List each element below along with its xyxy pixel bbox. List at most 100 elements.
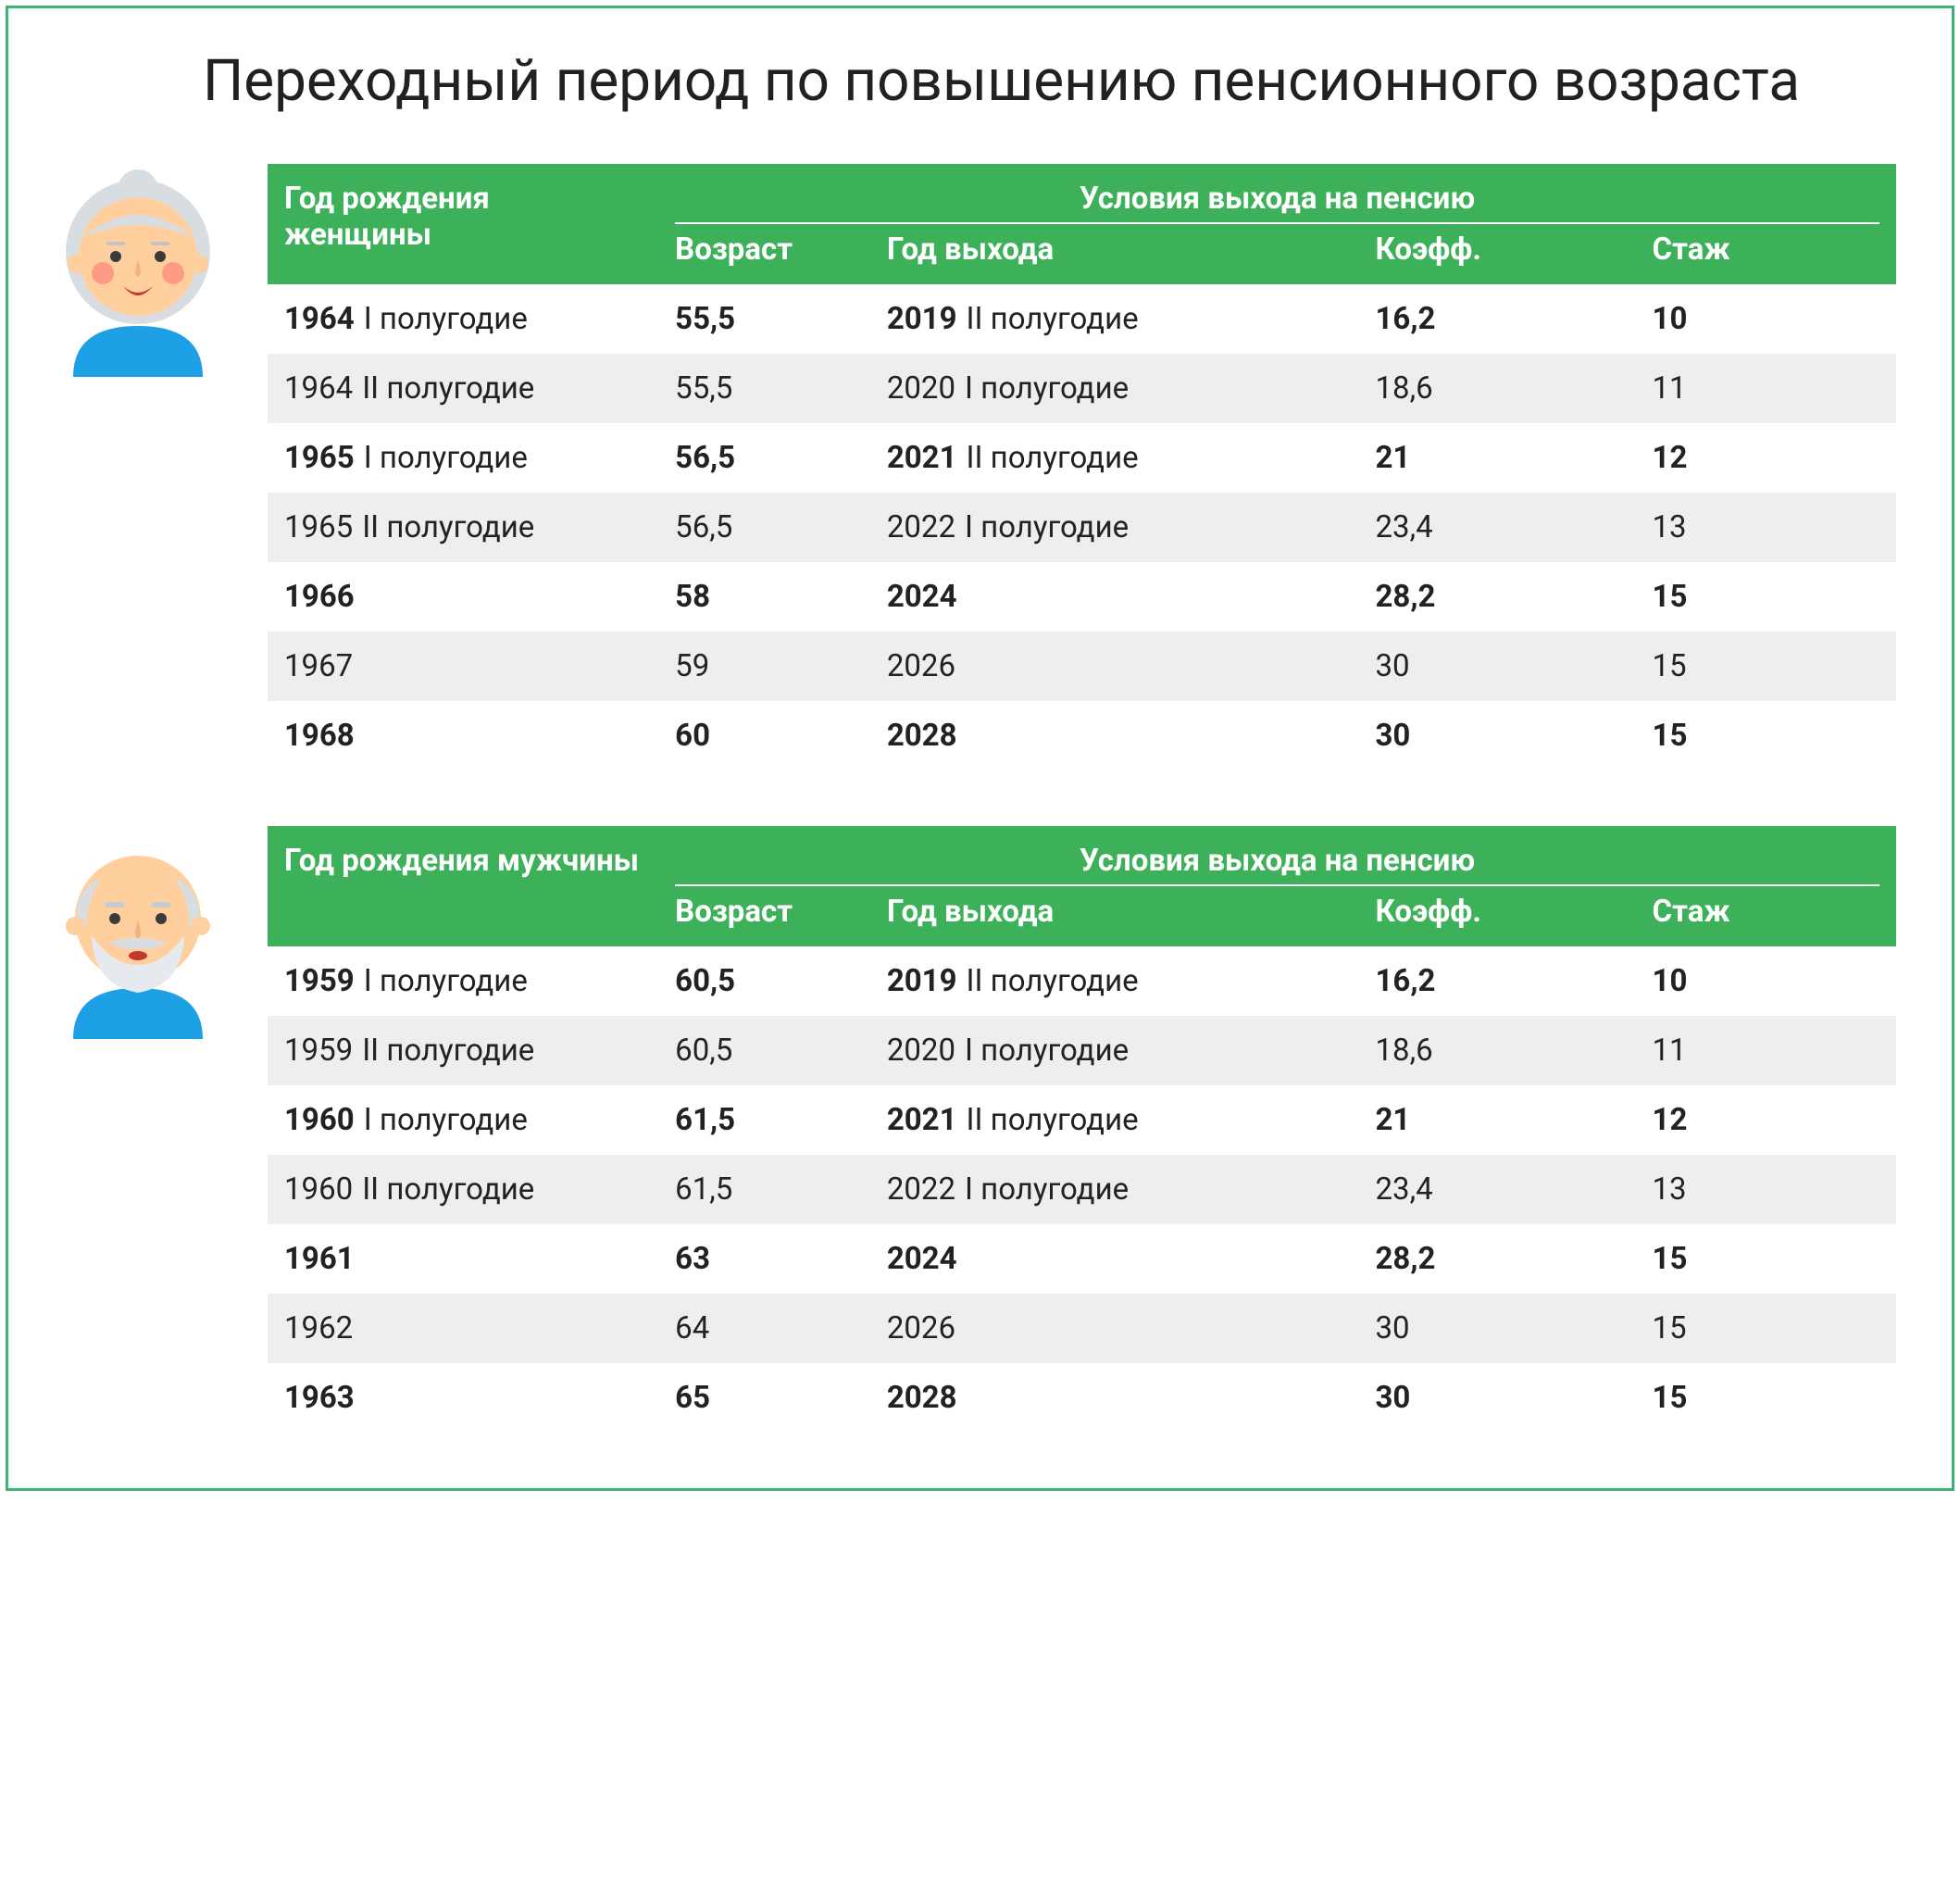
col-age: Возраст — [658, 888, 870, 946]
cell-stage: 13 — [1636, 1155, 1896, 1224]
cell-exit-year: 2019II полугодие — [870, 284, 1359, 354]
men-table: Год рождения мужчины Условия выхода на п… — [268, 826, 1896, 1433]
cell-birth-year: 1968 — [268, 701, 658, 770]
grandpa-icon — [45, 826, 231, 1039]
col-exit-year: Год выхода — [870, 226, 1359, 284]
cell-birth-year: 1960II полугодие — [268, 1155, 658, 1224]
cell-coef: 28,2 — [1359, 1224, 1636, 1294]
cell-exit-year: 2020I полугодие — [870, 1016, 1359, 1085]
cell-exit-year: 2028 — [870, 701, 1359, 770]
col-birth-year: Год рождения мужчины — [268, 826, 658, 946]
col-coef: Коэфф. — [1359, 888, 1636, 946]
cell-coef: 16,2 — [1359, 946, 1636, 1016]
cell-stage: 15 — [1636, 1363, 1896, 1433]
cell-stage: 15 — [1636, 1294, 1896, 1363]
table-row: 19675920263015 — [268, 632, 1896, 701]
cell-coef: 30 — [1359, 632, 1636, 701]
table-row: 196658202428,215 — [268, 562, 1896, 632]
cell-birth-year: 1964I полугодие — [268, 284, 658, 354]
table-row: 19626420263015 — [268, 1294, 1896, 1363]
col-stage: Стаж — [1636, 888, 1896, 946]
cell-stage: 10 — [1636, 284, 1896, 354]
cell-stage: 11 — [1636, 1016, 1896, 1085]
page-title: Переходный период по повышению пенсионно… — [203, 45, 1896, 118]
cell-exit-year: 2028 — [870, 1363, 1359, 1433]
col-conditions: Условия выхода на пенсию — [658, 826, 1896, 888]
cell-exit-year: 2019II полугодие — [870, 946, 1359, 1016]
table-row: 19636520283015 — [268, 1363, 1896, 1433]
cell-coef: 18,6 — [1359, 354, 1636, 423]
cell-age: 58 — [658, 562, 870, 632]
cell-stage: 15 — [1636, 562, 1896, 632]
cell-birth-year: 1962 — [268, 1294, 658, 1363]
cell-age: 63 — [658, 1224, 870, 1294]
cell-age: 55,5 — [658, 284, 870, 354]
table-row: 1965II полугодие56,52022I полугодие23,41… — [268, 493, 1896, 562]
cell-age: 65 — [658, 1363, 870, 1433]
cell-exit-year: 2021II полугодие — [870, 1085, 1359, 1155]
cell-birth-year: 1960I полугодие — [268, 1085, 658, 1155]
cell-age: 56,5 — [658, 493, 870, 562]
table-row: 1959II полугодие60,52020I полугодие18,61… — [268, 1016, 1896, 1085]
cell-coef: 16,2 — [1359, 284, 1636, 354]
cell-coef: 30 — [1359, 701, 1636, 770]
table-row: 1960I полугодие61,52021II полугодие2112 — [268, 1085, 1896, 1155]
cell-coef: 21 — [1359, 1085, 1636, 1155]
cell-exit-year: 2020I полугодие — [870, 354, 1359, 423]
women-table: Год рождения женщины Условия выхода на п… — [268, 164, 1896, 770]
cell-birth-year: 1966 — [268, 562, 658, 632]
col-exit-year: Год выхода — [870, 888, 1359, 946]
table-row: 1965I полугодие56,52021II полугодие2112 — [268, 423, 1896, 493]
cell-age: 61,5 — [658, 1155, 870, 1224]
cell-birth-year: 1961 — [268, 1224, 658, 1294]
table-row: 1964II полугодие55,52020I полугодие18,61… — [268, 354, 1896, 423]
cell-stage: 13 — [1636, 493, 1896, 562]
avatar-column — [45, 826, 231, 1043]
cell-age: 56,5 — [658, 423, 870, 493]
cell-stage: 15 — [1636, 1224, 1896, 1294]
cell-age: 60 — [658, 701, 870, 770]
cell-coef: 21 — [1359, 423, 1636, 493]
cell-age: 55,5 — [658, 354, 870, 423]
cell-age: 60,5 — [658, 946, 870, 1016]
cell-coef: 23,4 — [1359, 493, 1636, 562]
cell-exit-year: 2024 — [870, 1224, 1359, 1294]
col-age: Возраст — [658, 226, 870, 284]
page-frame: Переходный период по повышению пенсионно… — [6, 6, 1954, 1491]
avatar-column — [45, 164, 231, 381]
table-row: 1960II полугодие61,52022I полугодие23,41… — [268, 1155, 1896, 1224]
cell-stage: 12 — [1636, 423, 1896, 493]
col-stage: Стаж — [1636, 226, 1896, 284]
col-birth-year: Год рождения женщины — [268, 164, 658, 284]
cell-birth-year: 1967 — [268, 632, 658, 701]
cell-exit-year: 2021II полугодие — [870, 423, 1359, 493]
table-row: 196163202428,215 — [268, 1224, 1896, 1294]
cell-birth-year: 1965I полугодие — [268, 423, 658, 493]
cell-coef: 18,6 — [1359, 1016, 1636, 1085]
cell-age: 59 — [658, 632, 870, 701]
cell-birth-year: 1959I полугодие — [268, 946, 658, 1016]
cell-stage: 15 — [1636, 701, 1896, 770]
cell-coef: 30 — [1359, 1363, 1636, 1433]
grandma-icon — [45, 164, 231, 377]
cell-exit-year: 2026 — [870, 632, 1359, 701]
cell-stage: 10 — [1636, 946, 1896, 1016]
men-section: Год рождения мужчины Условия выхода на п… — [45, 826, 1896, 1433]
cell-exit-year: 2026 — [870, 1294, 1359, 1363]
cell-coef: 28,2 — [1359, 562, 1636, 632]
cell-birth-year: 1959II полугодие — [268, 1016, 658, 1085]
cell-coef: 23,4 — [1359, 1155, 1636, 1224]
cell-coef: 30 — [1359, 1294, 1636, 1363]
cell-age: 61,5 — [658, 1085, 870, 1155]
women-section: Год рождения женщины Условия выхода на п… — [45, 164, 1896, 770]
cell-exit-year: 2024 — [870, 562, 1359, 632]
table-row: 1964I полугодие55,52019II полугодие16,21… — [268, 284, 1896, 354]
cell-age: 60,5 — [658, 1016, 870, 1085]
cell-birth-year: 1964II полугодие — [268, 354, 658, 423]
cell-birth-year: 1963 — [268, 1363, 658, 1433]
cell-exit-year: 2022I полугодие — [870, 493, 1359, 562]
cell-stage: 15 — [1636, 632, 1896, 701]
col-coef: Коэфф. — [1359, 226, 1636, 284]
col-conditions: Условия выхода на пенсию — [658, 164, 1896, 226]
cell-stage: 11 — [1636, 354, 1896, 423]
